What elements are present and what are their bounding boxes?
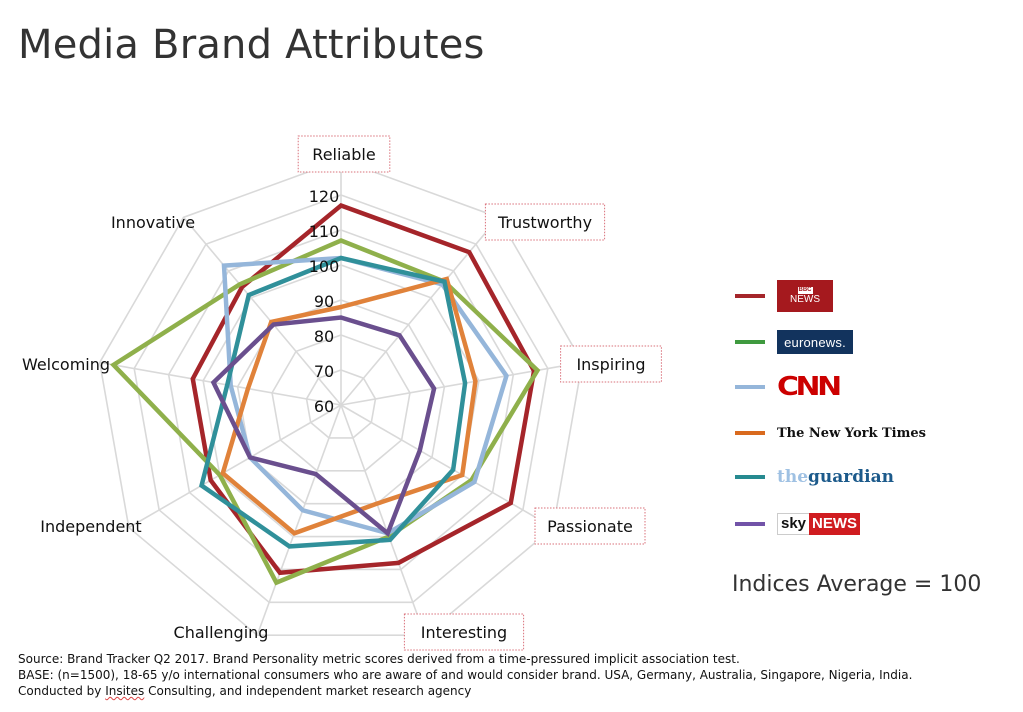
axis-label-trustworthy: Trustworthy [497, 213, 592, 232]
legend-item-sky[interactable]: sky NEWS [735, 508, 975, 540]
grid-spoke [182, 216, 342, 406]
bbc-blocks: BBC [797, 287, 813, 294]
radial-tick-label: 120 [309, 187, 340, 206]
grid-spoke [340, 404, 554, 529]
sky-news-logo: sky NEWS [777, 508, 861, 540]
legend-line [735, 385, 765, 389]
grid-ring [271, 334, 411, 472]
series-bbc-news [190, 202, 537, 576]
legend-item-guardian[interactable]: theguardian [735, 461, 975, 493]
bbc-news-logo: BBC NEWS [777, 280, 833, 312]
grid-spoke [340, 216, 500, 406]
axis-label-box [403, 613, 525, 651]
radial-tick-label: 60 [314, 397, 334, 416]
axis-label-box [534, 507, 646, 545]
radial-tick-label: 70 [314, 362, 334, 381]
grid-ring [98, 159, 584, 637]
axis-label-inspiring: Inspiring [576, 355, 645, 374]
radial-tick-label: 80 [314, 327, 334, 346]
guardian-logo: theguardian [777, 467, 894, 487]
axis-label-reliable: Reliable [312, 145, 375, 164]
footer-conducted: Conducted by Insites Consulting, and ind… [18, 684, 472, 698]
axis-label-box [484, 203, 606, 241]
legend-line [735, 431, 765, 435]
grid-spoke [128, 404, 342, 529]
axis-label-innovative: Innovative [111, 213, 195, 232]
grid-spoke [340, 404, 426, 636]
indices-note: Indices Average = 100 [732, 572, 982, 597]
legend-line [735, 522, 765, 526]
radial-tick-label: 100 [309, 257, 340, 276]
radial-tick-label: 110 [309, 222, 340, 241]
axis-label-box [297, 135, 391, 173]
nyt-logo: The New York Times [777, 425, 926, 441]
grid-spoke [340, 361, 583, 406]
footer-source: Source: Brand Tracker Q2 2017. Brand Per… [18, 652, 740, 666]
legend-item-euronews[interactable]: euronews. [735, 326, 975, 358]
bbc-news-text: NEWS [790, 294, 820, 305]
axis-label-welcoming: Welcoming [22, 355, 110, 374]
series-sky-news [210, 315, 437, 537]
series-cnn [221, 255, 509, 536]
footer-base: BASE: (n=1500), 18-65 y/o international … [18, 668, 913, 682]
axis-label-box [560, 345, 662, 383]
legend-item-nyt[interactable]: The New York Times [735, 417, 975, 449]
axis-label-passionate: Passionate [547, 517, 633, 536]
cnn-logo: CNN [777, 372, 842, 402]
grid-ring [133, 194, 549, 604]
legend-item-bbc[interactable]: BBC NEWS [735, 280, 975, 312]
series-the-new-york-times [220, 276, 478, 536]
footer: Source: Brand Tracker Q2 2017. Brand Per… [18, 651, 912, 699]
grid-spoke [99, 361, 342, 406]
series-euronews [109, 238, 541, 586]
axis-label-independent: Independent [40, 517, 141, 536]
grid-ring [236, 299, 446, 505]
radial-tick-label: 90 [314, 292, 334, 311]
page-title: Media Brand Attributes [18, 22, 485, 68]
legend-item-cnn[interactable]: CNN [735, 371, 975, 403]
axis-label-challenging: Challenging [174, 623, 269, 642]
euronews-logo: euronews. [777, 326, 853, 358]
legend-line [735, 294, 765, 298]
axis-label-interesting: Interesting [421, 623, 507, 642]
grid-ring [305, 369, 377, 439]
legend-line [735, 340, 765, 344]
grid-spoke [256, 404, 342, 636]
insites-brand: Insites [105, 684, 145, 698]
legend-line [735, 475, 765, 479]
series-the-guardian [199, 255, 468, 549]
